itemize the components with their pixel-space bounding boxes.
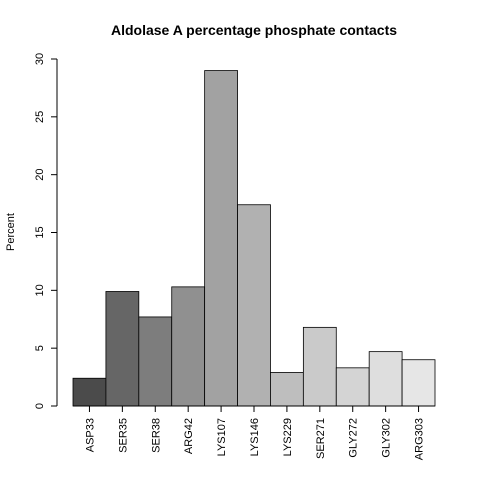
- y-tick-label: 0: [34, 403, 46, 409]
- bar-arg303: [401, 359, 436, 407]
- x-tick-label: ASP33: [84, 418, 96, 452]
- bar-lys107: [204, 70, 238, 407]
- bar-lys229: [270, 372, 304, 407]
- y-axis-label: Percent: [5, 213, 17, 251]
- bars-group: [72, 70, 436, 407]
- y-tick-label: 20: [34, 169, 46, 181]
- y-tick-label: 5: [34, 345, 46, 351]
- bar-gly272: [335, 367, 370, 407]
- x-tick-label: ARG303: [414, 418, 426, 460]
- y-tick-label: 30: [34, 53, 46, 65]
- bar-lys146: [237, 204, 271, 407]
- x-axis: ASP33 SER35 SER38 ARG42 LYS107 LYS146 LYS229 SE…: [73, 405, 435, 460]
- y-tick-label: 25: [34, 111, 46, 123]
- bar-gly302: [368, 351, 403, 407]
- y-tick-label: 15: [34, 226, 46, 238]
- y-axis: 0 5 10 15 20 25 30: [34, 53, 58, 409]
- x-tick-label: LYS229: [282, 418, 294, 456]
- x-tick-label: ARG42: [183, 418, 195, 454]
- chart-title: Aldolase A percentage phosphate contacts: [111, 22, 397, 38]
- x-tick-label: SER38: [150, 418, 162, 453]
- x-tick-label: GLY272: [348, 418, 360, 458]
- y-tick-label: 10: [34, 284, 46, 296]
- bar-ser271: [302, 326, 337, 407]
- x-tick-label: SER35: [117, 418, 129, 453]
- bar-ser38: [138, 316, 173, 407]
- bar-asp33: [72, 377, 107, 407]
- x-tick-label: GLY302: [381, 418, 393, 458]
- x-tick-label: LYS107: [216, 418, 228, 456]
- x-tick-label: LYS146: [249, 418, 261, 456]
- bar-ser35: [105, 291, 140, 407]
- x-tick-label: SER271: [315, 418, 327, 459]
- bar-arg42: [171, 286, 206, 407]
